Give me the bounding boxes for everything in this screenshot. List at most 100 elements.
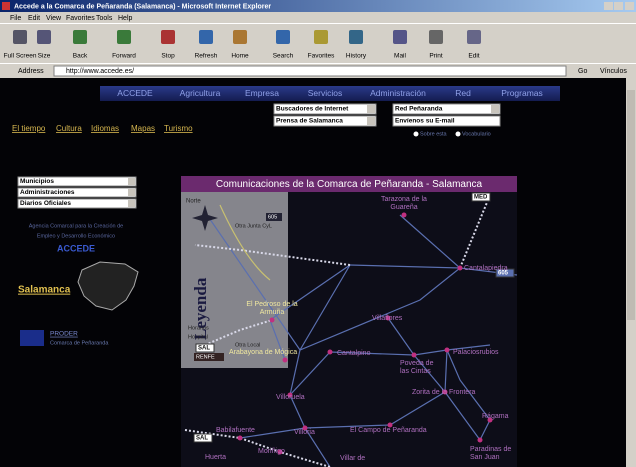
select-label[interactable]: Prensa de Salamanca <box>276 118 343 125</box>
sidebar-select[interactable]: Municipios <box>20 178 54 185</box>
town <box>445 348 450 353</box>
select-arrow[interactable] <box>128 178 135 185</box>
place-name: Palaciosrubios <box>453 349 499 356</box>
toolbar-button[interactable]: Refresh <box>195 53 218 60</box>
minimize[interactable] <box>604 2 613 10</box>
town <box>478 438 483 443</box>
nav-tab[interactable]: Programas <box>501 88 543 98</box>
toolbar-button[interactable]: Edit <box>468 53 479 60</box>
menu-item[interactable]: Help <box>118 15 133 22</box>
toolbar-icon[interactable] <box>37 30 51 44</box>
nav-tab[interactable]: Servicios <box>308 88 342 98</box>
toolbar-icon[interactable] <box>314 30 328 44</box>
app-icon <box>2 2 10 10</box>
toolbar-button[interactable]: Print <box>429 53 443 60</box>
menu-item[interactable]: File <box>10 15 21 22</box>
menu-item[interactable]: Edit <box>28 15 40 22</box>
legend-item: 605 <box>268 214 277 220</box>
nav-tab[interactable]: ACCEDE <box>117 88 153 98</box>
legend-item: Hospital <box>188 334 208 340</box>
top-link[interactable]: Cultura <box>56 124 82 133</box>
select-arrow[interactable] <box>367 117 375 125</box>
menu-item[interactable]: View <box>46 15 62 22</box>
legend-item: Otra Junta CyL <box>235 223 272 229</box>
town <box>412 353 417 358</box>
nav-tab[interactable]: Red <box>455 88 471 98</box>
toolbar-icon[interactable] <box>73 30 87 44</box>
toolbar-button[interactable]: History <box>346 53 367 60</box>
toolbar-icon[interactable] <box>161 30 175 44</box>
menu-item[interactable]: Tools <box>96 15 113 22</box>
maximize[interactable] <box>614 2 623 10</box>
toolbar-icon[interactable] <box>199 30 213 44</box>
toolbar-icon[interactable] <box>429 30 443 44</box>
town <box>458 266 463 271</box>
top-link[interactable]: Turismo <box>164 124 193 133</box>
agency-text: Empleo y Desarrollo Económico <box>37 233 115 239</box>
place-name: Guareña <box>390 204 417 211</box>
nav-tab[interactable]: Administración <box>370 88 426 98</box>
map-title: Comunicaciones de la Comarca de Peñarand… <box>216 179 483 190</box>
toolbar-button[interactable]: Full Screen <box>4 53 37 60</box>
nav-tab[interactable]: Empresa <box>245 88 279 98</box>
place-name: El Pedroso de la <box>246 301 297 308</box>
road-badge-label: MED <box>474 195 488 201</box>
toolbar-icon[interactable] <box>467 30 481 44</box>
toolbar-icon[interactable] <box>117 30 131 44</box>
radio[interactable] <box>456 132 461 137</box>
toolbar-button[interactable]: Home <box>231 53 249 60</box>
place-name: San Juan <box>470 454 500 461</box>
go-button[interactable]: Go <box>578 68 587 75</box>
sidebar-select[interactable]: Diarios Oficiales <box>20 200 71 207</box>
toolbar-icon[interactable] <box>233 30 247 44</box>
place-name: El Campo de Peñaranda <box>350 427 427 434</box>
window-buttons <box>604 2 634 10</box>
scroll-thumb[interactable] <box>627 90 635 320</box>
legend-item: Otra Local <box>235 342 260 348</box>
address-url[interactable]: http://www.accede.es/ <box>66 68 134 75</box>
toolbar-button[interactable]: Forward <box>112 53 136 60</box>
sidebar-select[interactable]: Administraciones <box>20 189 75 196</box>
place-name: Zorita de la Frontera <box>412 389 476 396</box>
town <box>238 436 243 441</box>
radio-label[interactable]: Vocabulario <box>462 131 491 137</box>
radio[interactable] <box>414 132 419 137</box>
toolbar-icon[interactable] <box>276 30 290 44</box>
town <box>402 213 407 218</box>
toolbar-button[interactable]: Back <box>73 53 88 60</box>
links-button[interactable]: Vínculos <box>600 68 627 75</box>
select-arrow[interactable] <box>491 105 499 113</box>
toolbar-button[interactable]: Favorites <box>308 53 335 60</box>
top-link[interactable]: Idiomas <box>91 124 119 133</box>
select-arrow[interactable] <box>367 105 375 113</box>
address-label: Address <box>18 68 44 75</box>
select-label[interactable]: Buscadores de Internet <box>276 106 349 113</box>
road-badge-label: SAL <box>198 346 210 352</box>
select-arrow[interactable] <box>128 200 135 207</box>
toolbar-icon[interactable] <box>393 30 407 44</box>
toolbar-button[interactable]: Stop <box>161 53 175 60</box>
select-label[interactable]: Envíenos su E-mail <box>395 118 455 125</box>
top-link[interactable]: Mapas <box>131 124 155 133</box>
toolbar-button[interactable]: Mail <box>394 53 406 60</box>
legend-item: RENFE <box>196 354 215 360</box>
radio-label[interactable]: Sobre esta <box>420 131 448 137</box>
place-name: las Cintas <box>400 368 431 375</box>
page: {"window":{"title":"Accede a la Comarca … <box>0 0 636 467</box>
proder-subtitle: Comarca de Peñaranda <box>50 340 109 346</box>
toolbar-button[interactable]: Size <box>38 53 51 60</box>
toolbar-button[interactable]: Search <box>273 53 294 60</box>
agency-brand: ACCEDE <box>57 243 95 253</box>
toolbar-icon[interactable] <box>349 30 363 44</box>
top-link[interactable]: El tiempo <box>12 124 46 133</box>
road-badge-label: SAL <box>196 436 208 442</box>
region-link[interactable]: Salamanca <box>18 285 71 296</box>
toolbar-icon[interactable] <box>13 30 27 44</box>
proder-link[interactable]: PRODER <box>50 331 78 338</box>
menu-item[interactable]: Favorites <box>66 15 95 22</box>
nav-tab[interactable]: Agricultura <box>180 88 221 98</box>
select-arrow[interactable] <box>128 189 135 196</box>
close[interactable] <box>625 2 634 10</box>
select-label[interactable]: Red Peñaranda <box>395 106 443 113</box>
place-name: Armuña <box>260 309 285 316</box>
